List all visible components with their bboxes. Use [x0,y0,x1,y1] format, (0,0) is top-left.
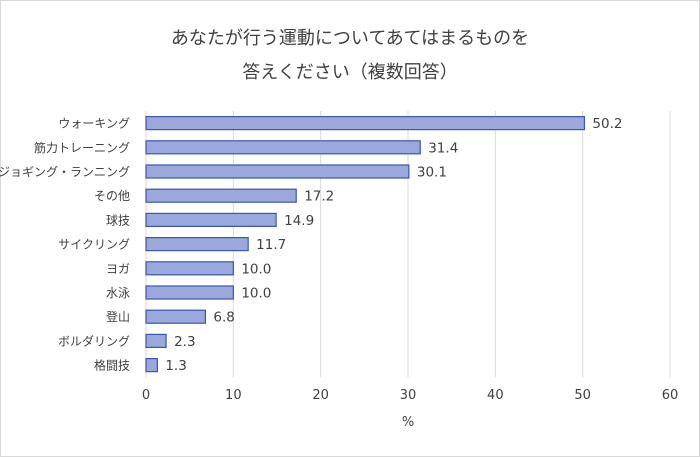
x-tick-label: 40 [487,388,504,403]
gridlines [145,111,671,378]
x-tick-labels: 0 10 20 30 40 50 60 [142,388,678,403]
value-label: 31.4 [428,140,458,156]
x-axis-label: % [402,415,414,430]
value-labels: 50.2 31.4 30.1 17.2 14.9 11.7 10.0 10.0 6.8 2.3 1.… [165,116,622,374]
x-tick-label: 30 [400,388,417,403]
value-label: 10.0 [241,286,271,302]
value-label: 14.9 [284,213,314,229]
chart-title: あなたが行う運動についてあてはまるものを 答えください（複数回答） [0,22,700,90]
value-label: 17.2 [304,189,334,205]
bar [145,115,586,131]
value-label: 2.3 [174,334,195,350]
value-label: 30.1 [417,165,447,181]
category-label: 球技 [106,213,130,227]
bar [145,140,421,155]
bar [145,285,234,300]
category-label: サイクリング [58,238,130,252]
bar [145,237,249,252]
category-label: 格闘技 [94,358,130,373]
category-label: 登山 [106,309,130,324]
category-label: 筋力トレーニング [34,140,130,155]
bar [145,188,297,203]
category-label: ヨガ [106,262,130,276]
value-label: 10.0 [241,261,271,277]
x-tick-label: 50 [574,388,591,403]
bar [145,333,167,348]
category-label: 水泳 [106,286,130,300]
bar [145,164,410,179]
bar [145,212,277,227]
x-tick-label: 20 [312,388,329,403]
value-label: 6.8 [213,310,234,326]
bar [145,261,234,276]
x-tick-label: 0 [142,388,150,403]
x-tick-label: 60 [662,388,679,403]
value-label: 11.7 [256,237,286,253]
chart-title-line-2: 答えください（複数回答） [242,62,458,83]
bars [145,115,586,373]
bar [145,358,158,373]
value-label: 50.2 [592,116,622,132]
value-label: 1.3 [165,358,186,374]
bar [145,309,206,324]
x-tick-label: 10 [225,388,242,403]
chart-title-line-1: あなたが行う運動についてあてはまるものを [170,28,530,49]
category-label: ウォーキング [58,117,130,131]
category-label: ボルダリング [58,333,130,348]
category-label: その他 [94,189,130,203]
category-labels: ウォーキング筋力トレーニングジョギング・ランニングその他球技サイクリングヨガ水泳… [0,117,130,373]
category-label: ジョギング・ランニング [0,165,130,179]
